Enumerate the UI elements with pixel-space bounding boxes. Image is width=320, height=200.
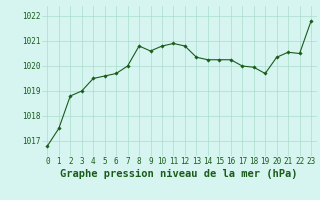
- X-axis label: Graphe pression niveau de la mer (hPa): Graphe pression niveau de la mer (hPa): [60, 169, 298, 179]
